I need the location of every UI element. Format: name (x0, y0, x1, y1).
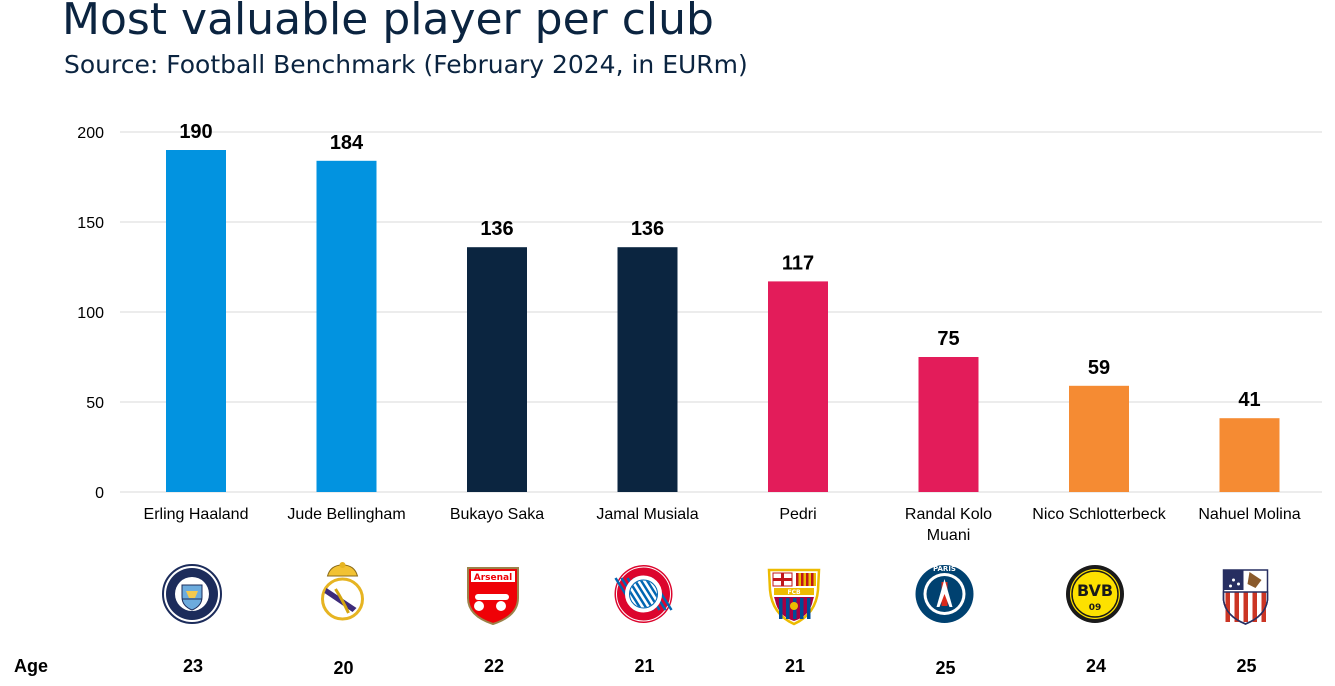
data-label: 190 (179, 121, 212, 143)
bar (166, 150, 226, 492)
bars (166, 150, 1280, 493)
y-tick-label: 100 (77, 305, 104, 322)
y-axis-ticks: 0 50 100 150 200 (77, 125, 104, 502)
age-row: Age 23 20 22 21 21 25 24 25 (14, 656, 1257, 678)
category-label: Erling Haaland (144, 506, 249, 523)
bar (617, 247, 678, 492)
bar (316, 160, 377, 493)
category-labels: Erling Haaland Jude Bellingham Bukayo Saka… (144, 506, 1301, 544)
chart-title: Most valuable player per club (62, 0, 714, 45)
data-label: 117 (782, 252, 814, 274)
category-label: Jamal Musiala (596, 506, 698, 523)
svg-text:PARIS: PARIS (933, 565, 956, 573)
paris-saint-germain-crest-icon: PARIS (915, 565, 974, 623)
y-tick-label: 200 (77, 125, 104, 142)
age-value: 20 (333, 658, 353, 678)
y-tick-label: 0 (95, 485, 104, 502)
svg-text:Arsenal: Arsenal (474, 573, 512, 583)
category-label: Bukayo Saka (450, 506, 544, 523)
age-value: 21 (785, 656, 805, 676)
data-label: 136 (480, 218, 513, 240)
bar (1219, 418, 1280, 492)
category-label: Randal Kolo (905, 506, 992, 523)
category-label: Nahuel Molina (1198, 506, 1300, 523)
bar (1069, 385, 1129, 492)
category-label: Pedri (779, 506, 816, 523)
svg-text:FCB: FCB (787, 589, 801, 596)
bar (768, 281, 828, 492)
y-tick-label: 150 (77, 215, 104, 232)
age-value: 22 (484, 656, 504, 676)
category-label: Nico Schlotterbeck (1032, 506, 1166, 523)
age-value: 23 (183, 656, 203, 676)
category-label: Jude Bellingham (287, 506, 405, 523)
age-value: 25 (1236, 656, 1256, 676)
data-label: 75 (937, 328, 959, 350)
data-label: 136 (631, 218, 664, 240)
data-label: 184 (330, 132, 364, 154)
borussia-dortmund-crest-icon: BVB 09 (1066, 565, 1124, 623)
bar (467, 247, 527, 492)
fc-barcelona-crest-icon: FCB (767, 568, 821, 626)
age-value: 24 (1086, 656, 1106, 676)
atletico-madrid-crest-icon (1222, 569, 1269, 625)
data-label: 41 (1238, 389, 1260, 411)
age-value: 25 (935, 658, 955, 678)
chart-subtitle: Source: Football Benchmark (February 202… (64, 50, 748, 79)
gridlines (120, 131, 1322, 493)
y-tick-label: 50 (86, 395, 104, 412)
real-madrid-crest-icon (321, 562, 364, 621)
category-label: Muani (927, 527, 971, 544)
svg-text:BVB: BVB (1077, 581, 1113, 600)
manchester-city-crest-icon (162, 564, 222, 624)
data-label: 59 (1088, 357, 1110, 379)
arsenal-crest-icon: Arsenal (467, 567, 519, 626)
age-row-label: Age (14, 656, 48, 676)
svg-text:09: 09 (1089, 603, 1102, 613)
bar (918, 357, 979, 492)
value-labels: 190 184 136 136 117 75 59 41 (179, 121, 1260, 411)
bayern-munich-crest-icon (614, 565, 673, 623)
age-value: 21 (634, 656, 654, 676)
club-logos: Arsenal FCB PARIS BVB 09 (162, 562, 1269, 626)
